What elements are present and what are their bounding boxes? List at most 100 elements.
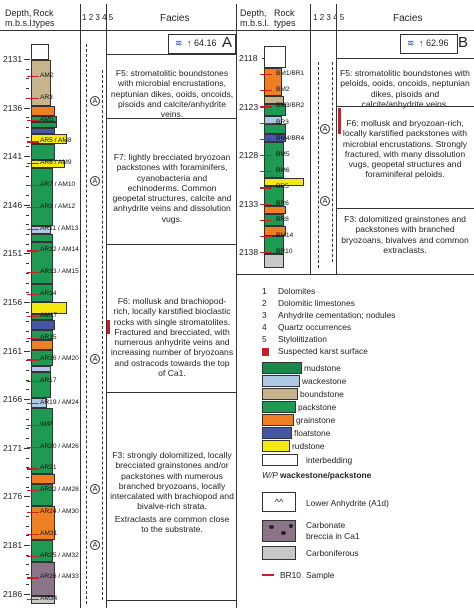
depth-tick-label: 2118	[239, 53, 258, 63]
anhydrite-nodule-icon: A	[90, 354, 100, 364]
depth-tick	[24, 107, 30, 109]
depth-minor-tick	[26, 467, 29, 469]
anhydrite-nodule-icon: A	[90, 540, 100, 550]
sample-label: AR9 / AM12	[40, 202, 76, 210]
sample-label: AR16 / AM20	[40, 355, 79, 363]
facies-header-b: Facies	[393, 13, 423, 24]
dolomite-range-a	[86, 44, 87, 604]
facies-f7-a: F7: lightly brecciated bryozoan packston…	[112, 152, 232, 224]
facies-rule-a3	[106, 392, 236, 393]
lithology-unit	[264, 236, 284, 254]
carboniferous-label: Carboniferous	[306, 548, 359, 558]
lithology-unit	[264, 206, 286, 214]
facies-f3-a: F3: strongly dolomitized, locally brecci…	[110, 450, 234, 512]
col-divider-a2	[106, 4, 107, 608]
depth-minor-tick	[26, 515, 29, 517]
wp-abbrev: W/P	[262, 470, 278, 480]
lithology-unit	[31, 284, 53, 302]
sample-label: AR20 / AM26	[40, 442, 79, 450]
lithology-unit	[264, 226, 286, 236]
karst-surface-marker-a	[107, 320, 110, 334]
anhydrite-nodule-icon: A	[90, 484, 100, 494]
facies-f3-b: F3: dolomitized grainstones and packston…	[341, 214, 469, 255]
sample-label: AM2	[40, 72, 54, 79]
sample-marker	[27, 228, 39, 230]
depth-tick-label: 2146	[3, 199, 23, 210]
anhydrite-nodule-icon: A	[90, 96, 100, 106]
rock-header-a: Rock types	[33, 8, 55, 28]
facies-rule-b0	[336, 58, 474, 59]
lithology-unit	[31, 372, 51, 398]
depth-minor-tick	[26, 331, 29, 333]
sample-marker	[260, 219, 272, 221]
facies-extraclasts-a: Extraclasts are common close to the subs…	[114, 514, 230, 535]
sample-label: BM1/BR1	[276, 70, 305, 77]
sample-marker	[27, 97, 39, 99]
breccia-swatch	[262, 520, 296, 542]
depth-minor-tick	[26, 263, 29, 265]
rock-swatch-floatstone	[262, 427, 292, 439]
depth-tick	[24, 350, 30, 352]
lithology-unit	[31, 350, 53, 366]
sample-marker	[27, 446, 39, 448]
legend-text: Stylolitization	[278, 334, 327, 344]
sample-label: BM4/BR4	[276, 134, 305, 142]
depth-tick	[24, 447, 30, 449]
sample-example: BR10	[280, 570, 301, 580]
sample-marker	[260, 236, 272, 238]
sample-label: AM17	[40, 311, 58, 319]
sample-label: BR8	[276, 215, 289, 223]
rock-label-rudstone: rudstone	[292, 441, 325, 451]
depth-minor-tick	[26, 564, 29, 566]
sample-marker	[27, 250, 39, 252]
depth-tick	[24, 399, 30, 401]
sample-marker	[27, 141, 39, 143]
rock-swatch-mudstone	[262, 362, 302, 374]
sample-marker	[27, 381, 39, 383]
sample-label: BR6	[276, 199, 289, 207]
legend-text: Dolomites	[278, 286, 316, 296]
rock-label-grainstone: grainstone	[296, 415, 336, 425]
depth-tick-label: 2161	[3, 345, 23, 356]
lithology-unit	[31, 144, 55, 160]
sample-marker	[27, 403, 39, 405]
depth-minor-tick	[26, 370, 29, 372]
legend-number: 5	[262, 334, 267, 344]
lithology-unit	[31, 408, 53, 474]
depth-minor-tick	[26, 282, 29, 284]
depth-minor-tick	[26, 88, 29, 90]
legend-number: 4	[262, 322, 267, 332]
wave-icon: ≋	[407, 38, 415, 48]
depth-tick-label: 2128	[239, 150, 259, 161]
depth-tick	[24, 496, 30, 498]
depth-minor-tick	[26, 68, 29, 70]
depth-minor-tick	[26, 408, 29, 410]
facies-rule-a1	[106, 118, 236, 119]
lithology-unit	[31, 302, 67, 314]
facies-f5-a: F5: stromatolitic boundstones with micro…	[110, 68, 234, 120]
depth-minor-tick	[26, 321, 29, 323]
depth-minor-tick	[26, 340, 29, 342]
depth-tick-label: 2131	[3, 54, 23, 64]
panel-b-bottom	[236, 274, 474, 275]
rock-swatch-packstone	[262, 401, 296, 413]
depth-tick	[24, 204, 30, 206]
depth-minor-tick	[26, 554, 29, 556]
sample-label: BM2	[276, 86, 290, 94]
rock-swatch-grainstone	[262, 414, 294, 426]
sample-label: BM3/BR2	[276, 102, 305, 110]
lithology-unit	[31, 234, 53, 242]
depth-minor-tick	[26, 428, 29, 430]
depth-minor-tick	[26, 574, 29, 576]
lithology-unit	[31, 44, 49, 60]
tag-letter-a: A	[222, 34, 233, 51]
sample-label: AR19 / AM24	[40, 399, 79, 406]
depth-header-b: Depth, m.b.s.l.	[240, 8, 270, 28]
depth-tick-label: 2138	[239, 247, 259, 258]
depth-tick	[24, 302, 30, 303]
depth-tick-label: 2123	[239, 101, 259, 112]
dolomite-range-b	[318, 62, 319, 268]
sample-label: BR5	[276, 183, 289, 191]
wave-icon: ≋	[175, 38, 183, 48]
depth-tick	[24, 59, 30, 60]
